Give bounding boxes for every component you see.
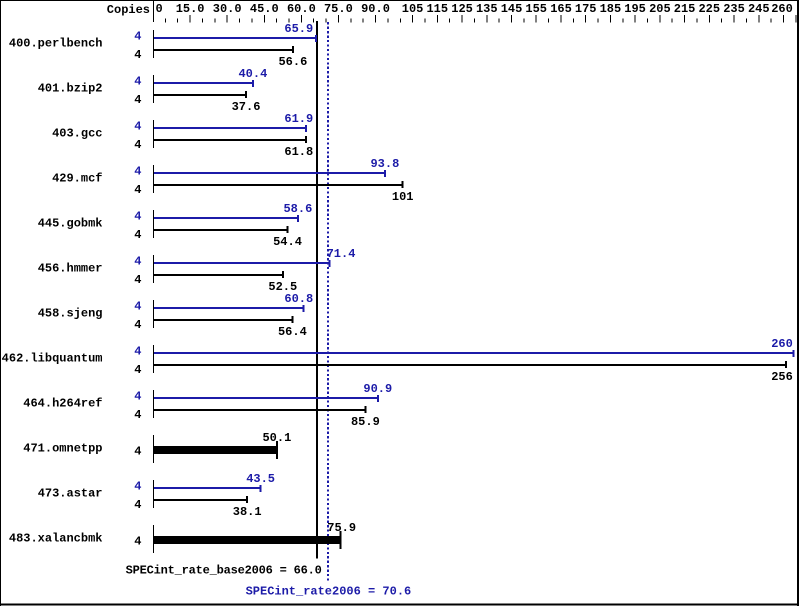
svg-text:85.9: 85.9 xyxy=(351,415,380,429)
svg-text:37.6: 37.6 xyxy=(232,100,261,114)
svg-text:4: 4 xyxy=(134,30,141,44)
svg-text:445.gobmk: 445.gobmk xyxy=(38,217,103,231)
svg-text:4: 4 xyxy=(134,228,141,242)
svg-text:155: 155 xyxy=(525,2,547,16)
svg-text:93.8: 93.8 xyxy=(370,157,399,171)
svg-text:58.6: 58.6 xyxy=(283,202,312,216)
svg-text:4: 4 xyxy=(134,255,141,269)
svg-text:75.9: 75.9 xyxy=(327,521,356,535)
svg-text:45.0: 45.0 xyxy=(250,2,279,16)
svg-text:4: 4 xyxy=(134,165,141,179)
svg-text:4: 4 xyxy=(134,75,141,89)
svg-text:4: 4 xyxy=(134,345,141,359)
svg-text:30.0: 30.0 xyxy=(213,2,242,16)
svg-text:471.omnetpp: 471.omnetpp xyxy=(23,442,102,456)
svg-text:115: 115 xyxy=(426,2,448,16)
svg-text:4: 4 xyxy=(134,535,141,549)
svg-text:4: 4 xyxy=(134,93,141,107)
svg-text:462.libquantum: 462.libquantum xyxy=(2,352,103,366)
svg-text:50.1: 50.1 xyxy=(262,431,291,445)
svg-text:61.9: 61.9 xyxy=(284,112,313,126)
svg-text:215: 215 xyxy=(674,2,696,16)
svg-text:400.perlbench: 400.perlbench xyxy=(9,37,103,51)
svg-text:15.0: 15.0 xyxy=(176,2,205,16)
svg-text:145: 145 xyxy=(501,2,523,16)
svg-text:90.0: 90.0 xyxy=(361,2,390,16)
svg-text:60.0: 60.0 xyxy=(287,2,316,16)
svg-text:235: 235 xyxy=(723,2,745,16)
svg-text:260: 260 xyxy=(771,337,793,351)
svg-text:135: 135 xyxy=(476,2,498,16)
svg-text:429.mcf: 429.mcf xyxy=(52,172,102,186)
svg-text:4: 4 xyxy=(134,408,141,422)
svg-text:Copies: Copies xyxy=(107,3,150,17)
svg-text:4: 4 xyxy=(134,273,141,287)
svg-text:4: 4 xyxy=(134,445,141,459)
svg-text:483.xalancbmk: 483.xalancbmk xyxy=(9,532,103,546)
svg-text:75.0: 75.0 xyxy=(324,2,353,16)
svg-text:4: 4 xyxy=(134,363,141,377)
svg-text:4: 4 xyxy=(134,48,141,62)
svg-text:4: 4 xyxy=(134,480,141,494)
svg-text:195: 195 xyxy=(624,2,646,16)
svg-text:43.5: 43.5 xyxy=(246,472,275,486)
svg-text:458.sjeng: 458.sjeng xyxy=(38,307,103,321)
svg-text:61.8: 61.8 xyxy=(284,145,313,159)
svg-text:456.hmmer: 456.hmmer xyxy=(38,262,103,276)
svg-text:165: 165 xyxy=(550,2,572,16)
svg-text:71.4: 71.4 xyxy=(327,247,356,261)
svg-text:205: 205 xyxy=(649,2,671,16)
svg-text:260: 260 xyxy=(771,2,793,16)
svg-text:4: 4 xyxy=(134,318,141,332)
svg-text:65.9: 65.9 xyxy=(284,22,313,36)
svg-text:4: 4 xyxy=(134,498,141,512)
svg-text:185: 185 xyxy=(600,2,622,16)
svg-text:56.4: 56.4 xyxy=(278,325,307,339)
svg-text:256: 256 xyxy=(771,370,793,384)
svg-text:4: 4 xyxy=(134,210,141,224)
svg-text:225: 225 xyxy=(698,2,720,16)
svg-text:125: 125 xyxy=(451,2,473,16)
svg-text:401.bzip2: 401.bzip2 xyxy=(38,82,103,96)
svg-text:464.h264ref: 464.h264ref xyxy=(23,397,102,411)
svg-text:105: 105 xyxy=(402,2,424,16)
svg-text:0: 0 xyxy=(156,2,163,16)
svg-text:SPECint_rate_base2006 = 66.0: SPECint_rate_base2006 = 66.0 xyxy=(126,564,322,578)
svg-text:60.8: 60.8 xyxy=(284,292,313,306)
svg-text:54.4: 54.4 xyxy=(273,235,302,249)
svg-text:4: 4 xyxy=(134,138,141,152)
svg-text:56.6: 56.6 xyxy=(278,55,307,69)
svg-text:90.9: 90.9 xyxy=(363,382,392,396)
svg-text:403.gcc: 403.gcc xyxy=(52,127,102,141)
svg-text:245: 245 xyxy=(748,2,770,16)
svg-text:101: 101 xyxy=(392,190,414,204)
svg-text:4: 4 xyxy=(134,120,141,134)
svg-text:4: 4 xyxy=(134,390,141,404)
svg-text:175: 175 xyxy=(575,2,597,16)
svg-text:4: 4 xyxy=(134,183,141,197)
svg-text:52.5: 52.5 xyxy=(268,280,297,294)
svg-text:40.4: 40.4 xyxy=(238,67,267,81)
svg-text:38.1: 38.1 xyxy=(233,505,262,519)
svg-text:473.astar: 473.astar xyxy=(38,487,103,501)
svg-text:4: 4 xyxy=(134,300,141,314)
svg-text:SPECint_rate2006 = 70.6: SPECint_rate2006 = 70.6 xyxy=(246,585,412,599)
